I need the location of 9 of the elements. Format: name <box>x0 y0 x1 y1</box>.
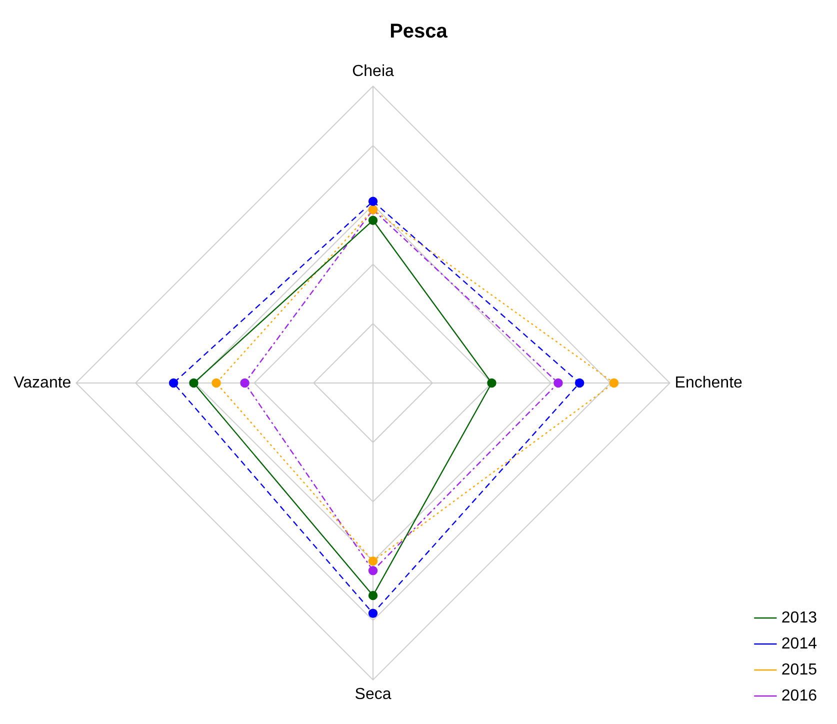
legend-label: 2016 <box>781 687 818 704</box>
spoke-label: Vazante <box>14 374 72 392</box>
legend-label: 2014 <box>781 635 818 652</box>
chart-title: Pesca <box>390 20 448 43</box>
legend-label: 2013 <box>781 609 818 626</box>
spoke-label: Seca <box>354 686 392 703</box>
spoke-label: Cheia <box>352 63 394 80</box>
legend-label: 2015 <box>781 661 818 678</box>
spoke-label: Enchente <box>674 374 743 392</box>
